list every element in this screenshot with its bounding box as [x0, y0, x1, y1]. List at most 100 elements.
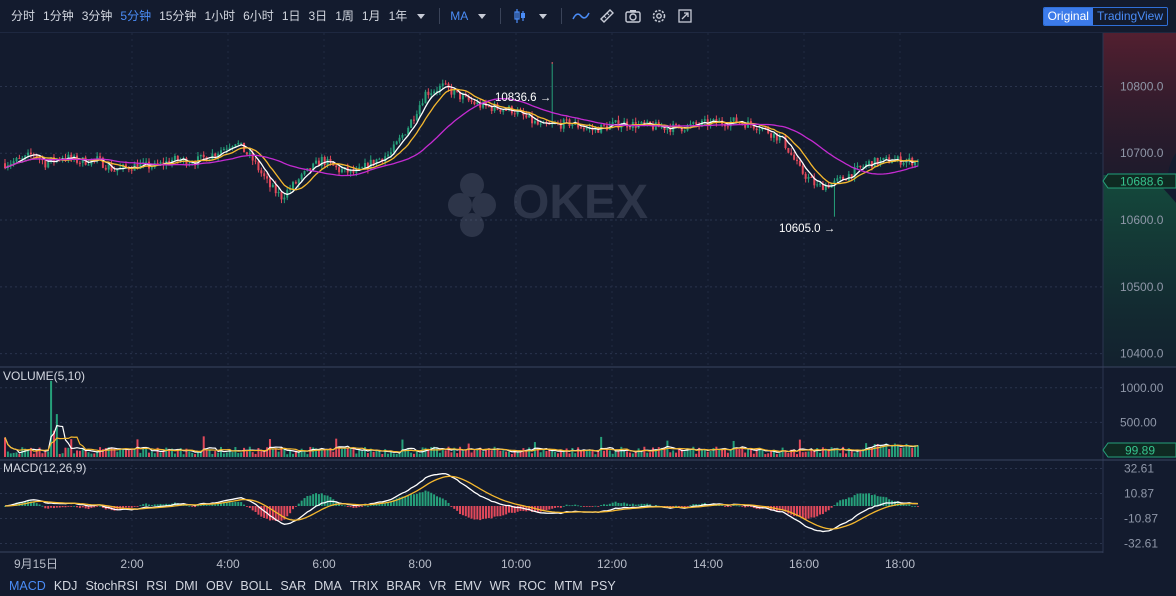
indicator-tab-emv[interactable]: EMV: [454, 579, 482, 593]
interval-11[interactable]: 1年: [388, 8, 408, 23]
volume-bar: [90, 453, 93, 457]
macd-histogram-bar: [136, 506, 139, 507]
indicator-tab-brar[interactable]: BRAR: [386, 579, 422, 593]
candle-body: [487, 105, 490, 107]
macd-histogram-bar: [444, 500, 447, 506]
volume-bar: [52, 430, 55, 457]
candle-body: [744, 123, 747, 128]
candle-body: [12, 161, 15, 164]
volume-bar: [470, 452, 473, 457]
ask-depth-area: [1103, 175, 1176, 367]
candle-body: [603, 124, 606, 126]
indicator-tab-macd[interactable]: MACD: [9, 579, 46, 593]
indicator-tab-roc[interactable]: ROC: [518, 579, 547, 593]
volume-bar: [505, 451, 508, 457]
moving-average-lines: [4, 85, 919, 196]
interval-3[interactable]: 5分钟: [120, 8, 152, 23]
indicator-tab-obv[interactable]: OBV: [206, 579, 233, 593]
indicator-tab-kdj[interactable]: KDJ: [53, 579, 78, 593]
study-selector[interactable]: MA: [450, 8, 469, 23]
interval-1[interactable]: 1分钟: [43, 8, 74, 23]
indicator-tab-vr[interactable]: VR: [429, 579, 447, 593]
interval-6[interactable]: 6小时: [243, 8, 274, 23]
interval-7[interactable]: 1日: [281, 8, 301, 23]
fullscreen-icon[interactable]: [672, 0, 698, 33]
volume-bar: [427, 450, 430, 457]
candle-body: [660, 126, 663, 128]
indicator-tab-boll[interactable]: BOLL: [240, 579, 273, 593]
camera-icon[interactable]: [620, 0, 646, 33]
volume-bar: [254, 453, 257, 457]
ma10-line: [4, 88, 919, 191]
candle-body: [355, 169, 358, 173]
macd-histogram-bar: [387, 502, 390, 506]
interval-2[interactable]: 3分钟: [81, 8, 113, 23]
indicator-tab-rsi[interactable]: RSI: [146, 579, 168, 593]
macd-histogram-bar: [675, 505, 678, 507]
macd-histogram-bar: [410, 494, 413, 506]
candle-body: [280, 191, 283, 200]
interval-9[interactable]: 1周: [335, 8, 354, 23]
candle-body: [839, 176, 842, 179]
volume-bar: [908, 446, 911, 457]
volume-bar: [597, 450, 600, 457]
macd-histogram-bar: [251, 506, 254, 511]
interval-more-chevron-icon[interactable]: [417, 13, 426, 19]
draw-tool-icon[interactable]: [594, 0, 620, 33]
indicator-tab-mtm[interactable]: MTM: [554, 579, 583, 593]
indicator-tab-psy[interactable]: PSY: [590, 579, 616, 593]
candle-body: [99, 156, 102, 158]
candle-body: [438, 85, 441, 91]
macd-histogram-bar: [142, 504, 145, 506]
interval-0[interactable]: 分时: [11, 8, 36, 23]
macd-histogram-bar: [816, 506, 819, 517]
candle-body: [683, 130, 686, 132]
volume-bar: [778, 453, 781, 457]
volume-bar: [73, 453, 76, 457]
macd-histogram-bar: [456, 506, 459, 511]
line-tool-icon[interactable]: [568, 0, 594, 33]
volume-axis-ticks: 1000.00 500.00: [1120, 381, 1164, 430]
current-volume-tag: 99.89: [1102, 442, 1176, 458]
candle-body: [692, 122, 695, 124]
candle-style-chevron-down-icon[interactable]: [539, 13, 548, 19]
macd-histogram-bar: [389, 501, 392, 506]
volume-bar: [724, 448, 726, 457]
indicator-tab-dmi[interactable]: DMI: [175, 579, 199, 593]
candle-body: [424, 91, 427, 104]
indicator-tab-stochrsi[interactable]: StochRSI: [85, 579, 139, 593]
view-original-button[interactable]: Original: [1043, 8, 1093, 25]
interval-8[interactable]: 3日: [308, 8, 328, 23]
volume-bar: [819, 452, 822, 457]
indicator-tab-dma[interactable]: DMA: [314, 579, 342, 593]
volume-bar: [87, 452, 90, 457]
view-tradingview-button[interactable]: TradingView: [1092, 8, 1167, 25]
indicator-tab-sar[interactable]: SAR: [280, 579, 307, 593]
macd-histogram-bar: [225, 502, 228, 506]
indicator-tab-trix[interactable]: TRIX: [349, 579, 379, 593]
volume-bar: [761, 449, 764, 457]
candle-body: [338, 167, 341, 173]
candle-body: [505, 109, 508, 111]
interval-5[interactable]: 1小时: [204, 8, 236, 23]
interval-10[interactable]: 1月: [361, 8, 381, 23]
candle-body: [842, 176, 845, 180]
price-chart[interactable]: OKEX VOLUME(5,10) MACD(12,26,9) 10836.6 …: [0, 33, 1176, 576]
interval-4[interactable]: 15分钟: [159, 8, 197, 23]
macd-histogram-bar: [38, 504, 41, 506]
candle-body: [726, 126, 729, 128]
candle-style-icon[interactable]: [507, 0, 533, 33]
volume-bar: [78, 450, 81, 457]
volume-bar: [156, 447, 159, 457]
settings-icon[interactable]: [646, 0, 672, 33]
macd-histogram-bar: [332, 499, 335, 506]
volume-bar: [182, 454, 185, 457]
candle-body: [646, 121, 649, 125]
indicator-tab-wr[interactable]: WR: [489, 579, 511, 593]
candle-body: [361, 167, 364, 169]
macd-histogram-bar: [614, 501, 617, 506]
volume-bar: [510, 453, 513, 457]
macd-histogram-bar: [196, 505, 199, 507]
candle-body: [706, 119, 709, 126]
study-chevron-down-icon[interactable]: [478, 13, 487, 19]
